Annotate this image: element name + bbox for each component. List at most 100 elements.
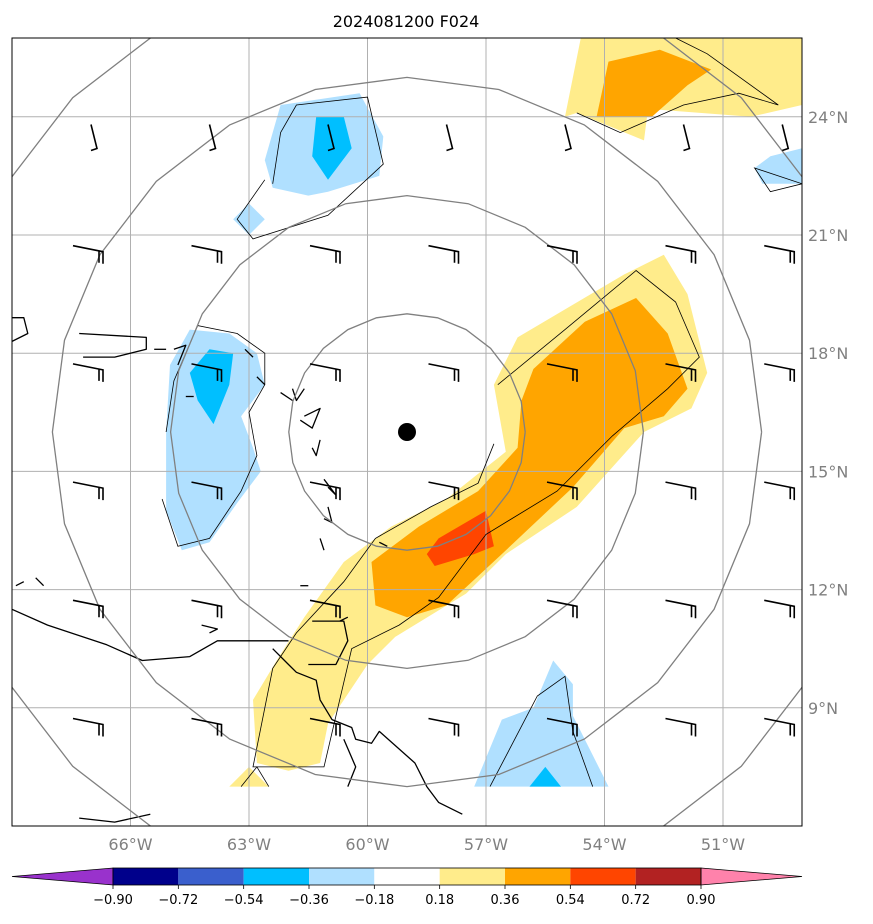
wind-barb-stroke [764,244,796,264]
wind-barb-stroke [309,599,341,619]
wind-barb-stroke [781,124,790,152]
colorbar-extend-high [700,867,803,886]
wind-barb-stroke [764,599,796,619]
shade-light-blue-east-edge [754,148,802,184]
wind-barb [546,481,578,501]
colorbar-box [374,868,440,885]
shade-red-spot [426,510,494,566]
wind-barb-stroke [72,717,104,737]
coastline [256,376,266,386]
wind-barb [665,363,697,382]
wind-barb-stroke [546,363,578,382]
colorbar-box [243,868,309,885]
lon-tick-label: 51°W [701,835,745,854]
wind-barb [428,363,460,382]
lon-tick-label: 60°W [345,835,389,854]
wind-barb [665,244,697,264]
colorbar-tick-label: −0.54 [224,893,264,908]
wind-barb-stroke [665,599,697,619]
anomaly-contour [576,38,779,134]
lat-tick-label: 15°N [808,462,848,481]
anomaly-contour [240,766,270,787]
range-rings [12,38,802,826]
map-area [12,38,802,826]
wind-barb [309,481,341,501]
wind-barb [428,481,460,501]
wind-barb-stroke [764,717,796,737]
anomaly-contour [753,167,802,193]
colorbar-tick-label: 0.54 [556,893,585,908]
wind-barb-stroke [546,717,578,737]
wind-barb-stroke [428,363,460,382]
wind-barb [191,481,223,501]
coastline [379,541,388,547]
colorbar-tick-label: −0.72 [158,893,198,908]
wind-barb-stroke [428,717,460,737]
wind-barb-stroke [90,124,98,152]
colorbar-extend-low [11,867,114,886]
wind-barb-stroke [546,244,578,264]
colorbar-tick-label: −0.36 [289,893,329,908]
wind-barb-stroke [72,363,104,382]
storm-center-marker [398,423,416,441]
colorbar-box [439,868,505,885]
wind-barb [72,599,104,619]
map-frame [11,37,803,827]
range-ring [169,194,645,670]
wind-barb-stroke [665,717,697,737]
wind-barb [72,481,104,501]
wind-barb-stroke [546,481,578,501]
colorbar: −0.90 −0.72 −0.54 −0.36 −0.18 0.18 0.36 0.54 0.7… [11,867,803,908]
colorbar-tick-label: 0.90 [687,893,716,908]
coastline [79,332,147,358]
wind-barb-stroke [327,124,335,152]
wind-barb [72,363,104,382]
shade-blue-west [189,349,234,425]
range-ring [51,76,763,788]
wind-barb [546,244,578,264]
anomaly-contour [252,269,700,768]
shade-blue-north [312,116,352,180]
wind-barb [72,717,104,737]
coastline [299,407,321,429]
coastline [173,344,187,366]
wind-barb-stroke [764,481,796,501]
shade-light-blue-west [166,329,265,551]
lat-tick-label: 18°N [808,344,848,363]
wind-barb-stroke [564,124,572,152]
wind-barb [445,124,454,152]
coastline [15,581,25,587]
wind-barb [90,124,98,152]
wind-barb [665,717,697,737]
wind-barb [428,599,460,619]
wind-barb [428,717,460,737]
wind-barb [309,599,341,619]
wind-barb-stroke [191,599,223,619]
wind-barb-stroke [72,599,104,619]
lat-tick-label: 24°N [808,108,848,127]
wind-barb [191,363,223,382]
wind-barb [428,244,460,264]
colorbar-box [635,868,701,885]
wind-barb-stroke [764,363,796,382]
colorbar-box [309,868,375,885]
lon-tick-label: 63°W [227,835,271,854]
coastline [280,392,293,402]
wind-barb-stroke [665,363,697,382]
wind-barb-stroke [191,481,223,501]
wind-barb [665,481,697,501]
wind-barb [546,717,578,737]
wind-barb [309,244,341,264]
colorbar-tick-label: 0.36 [491,893,520,908]
shaded-anomaly-layer [166,38,802,787]
colorbar-box [178,868,244,885]
wind-barb-stroke [309,363,341,382]
lon-tick-label: 66°W [108,835,152,854]
wind-barb-stroke [309,244,341,264]
shade-blue-south [529,766,561,787]
wind-barb-stroke [72,481,104,501]
wind-barb [546,363,578,382]
lat-lon-grid [12,38,802,826]
colorbar-tick-label: −0.18 [354,893,394,908]
colorbar-box [113,868,179,885]
